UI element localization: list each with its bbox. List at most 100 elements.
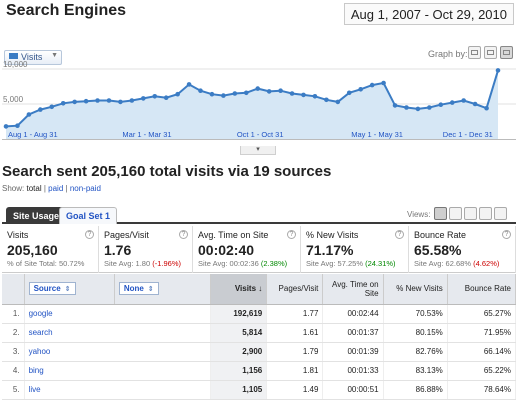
collapse-chart-handle[interactable]: ▾ xyxy=(240,146,276,155)
new-visits-cell: 82.76% xyxy=(383,342,448,362)
graph-by-week-button[interactable] xyxy=(484,46,497,59)
x-tick-label: Aug 1 - Aug 31 xyxy=(8,130,58,139)
view-pie-icon[interactable] xyxy=(449,207,462,220)
help-icon[interactable]: ? xyxy=(395,230,404,239)
tab-site-usage[interactable]: Site Usage xyxy=(6,207,67,224)
show-filter: Show: total | paid | non-paid xyxy=(2,184,101,193)
metric-selector[interactable]: Visits ▼ xyxy=(4,50,62,65)
data-point xyxy=(289,91,295,96)
data-point xyxy=(141,96,146,101)
graph-by-month-button[interactable] xyxy=(500,46,513,59)
avg-time-cell: 00:01:39 xyxy=(322,342,384,362)
source-cell: bing xyxy=(24,361,212,381)
scorecard-value: 71.17% xyxy=(306,242,354,258)
row-number: 3. xyxy=(2,342,25,362)
scorecard: Avg. Time on Site? 00:02:40 Site Avg: 00:0… xyxy=(193,226,301,273)
avg-time-cell: 00:01:33 xyxy=(322,361,384,381)
data-point xyxy=(312,94,318,99)
data-point xyxy=(266,89,272,94)
view-performance-icon[interactable] xyxy=(464,207,477,220)
table-header-row: Source ⇕ None ⇕ Visits ↓ Pages/Visit Avg. … xyxy=(2,274,517,305)
scorecard-sub: Site Avg: 57.25% (24.31%) xyxy=(306,259,396,268)
scorecard-value: 00:02:40 xyxy=(198,242,255,258)
scorecard-sub: Site Avg: 62.68% (4.62%) xyxy=(414,259,500,268)
scorecard-value: 1.76 xyxy=(104,242,132,258)
report-tabs: Site Usage Goal Set 1 Views: xyxy=(2,206,516,224)
data-point xyxy=(415,106,421,112)
tab-goal-set-1[interactable]: Goal Set 1 xyxy=(59,207,118,224)
scorecard-value: 65.58% xyxy=(414,242,462,258)
source-link[interactable]: google xyxy=(28,309,53,318)
view-table-icon[interactable] xyxy=(434,207,447,220)
col-visits[interactable]: Visits ↓ xyxy=(210,274,268,305)
source-link[interactable]: live xyxy=(28,385,41,394)
new-visits-cell: 83.13% xyxy=(383,361,448,381)
visits-cell: 5,814 xyxy=(210,323,268,343)
data-point xyxy=(392,103,398,108)
view-pivot-icon[interactable] xyxy=(494,207,507,220)
summary-heading: Search sent 205,160 total visits via 19 … xyxy=(2,163,332,180)
data-point xyxy=(15,123,20,128)
source-cell: google xyxy=(24,304,212,324)
help-icon[interactable]: ? xyxy=(179,230,188,239)
data-point xyxy=(106,98,112,103)
data-point xyxy=(83,98,89,104)
scorecard: Bounce Rate? 65.58% Site Avg: 62.68% (4.62… xyxy=(409,226,516,273)
source-link[interactable]: yahoo xyxy=(28,347,51,356)
data-point xyxy=(324,97,329,103)
row-number: 2. xyxy=(2,323,25,343)
graph-by-day-button[interactable] xyxy=(468,46,481,59)
x-tick-label: Oct 1 - Oct 31 xyxy=(237,130,284,139)
data-point xyxy=(404,105,409,110)
new-visits-cell: 86.88% xyxy=(383,380,448,400)
avg-time-cell: 00:02:44 xyxy=(322,304,384,324)
help-icon[interactable]: ? xyxy=(287,230,296,239)
show-nonpaid-link[interactable]: non-paid xyxy=(69,184,101,193)
show-label: Show: xyxy=(2,184,25,193)
data-point xyxy=(175,91,180,97)
col-pages-visit[interactable]: Pages/Visit xyxy=(266,274,324,305)
table-row: 4. bing 1,156 1.81 00:01:33 83.13% 65.22% xyxy=(2,361,517,381)
scorecard-label: % New Visits xyxy=(306,230,359,240)
data-point xyxy=(495,68,501,73)
data-point xyxy=(301,92,306,98)
data-point xyxy=(484,105,489,111)
x-tick-label: Mar 1 - Mar 31 xyxy=(122,130,171,139)
date-range-picker[interactable]: Aug 1, 2007 - Oct 29, 2010 xyxy=(343,3,514,25)
data-point xyxy=(95,98,100,103)
scorecard: Visits? 205,160% of Site Total: 50.72% xyxy=(2,226,99,273)
data-point xyxy=(3,124,9,129)
data-point xyxy=(472,101,478,107)
metric-label: Visits xyxy=(21,52,43,62)
visits-cell: 1,105 xyxy=(210,380,268,400)
data-point xyxy=(221,93,226,98)
col-avg-time[interactable]: Avg. Time on Site xyxy=(322,274,384,305)
view-comparison-icon[interactable] xyxy=(479,207,492,220)
data-point xyxy=(129,98,135,103)
table-row: 2. search 5,814 1.61 00:01:37 80.15% 71.95% xyxy=(2,323,517,343)
chevron-down-icon: ▼ xyxy=(51,52,58,59)
source-link[interactable]: search xyxy=(28,328,53,337)
scorecard-label: Bounce Rate xyxy=(414,230,467,240)
y-tick-label: 5,000 xyxy=(3,95,24,104)
data-point xyxy=(449,100,455,105)
dimension-secondary-header[interactable]: None ⇕ xyxy=(114,274,212,305)
show-total-option[interactable]: total xyxy=(26,184,42,193)
source-cell: live xyxy=(24,380,212,400)
bounce-rate-cell: 65.27% xyxy=(447,304,517,324)
col-bounce-rate[interactable]: Bounce Rate xyxy=(447,274,517,305)
bounce-rate-cell: 65.22% xyxy=(447,361,517,381)
dimension-source-header[interactable]: Source ⇕ xyxy=(24,274,115,305)
table-row: 5. live 1,105 1.49 00:00:51 86.88% 78.64% xyxy=(2,380,517,400)
help-icon[interactable]: ? xyxy=(502,230,511,239)
source-link[interactable]: bing xyxy=(28,366,44,375)
avg-time-cell: 00:01:37 xyxy=(322,323,384,343)
help-icon[interactable]: ? xyxy=(85,230,94,239)
data-point xyxy=(461,98,466,103)
visits-cell: 1,156 xyxy=(210,361,268,381)
data-point xyxy=(243,90,249,96)
show-paid-link[interactable]: paid xyxy=(48,184,64,193)
scorecard-sub: Site Avg: 1.80 (-1.96%) xyxy=(104,259,182,268)
data-point xyxy=(381,80,386,86)
col-new-visits[interactable]: % New Visits xyxy=(383,274,448,305)
